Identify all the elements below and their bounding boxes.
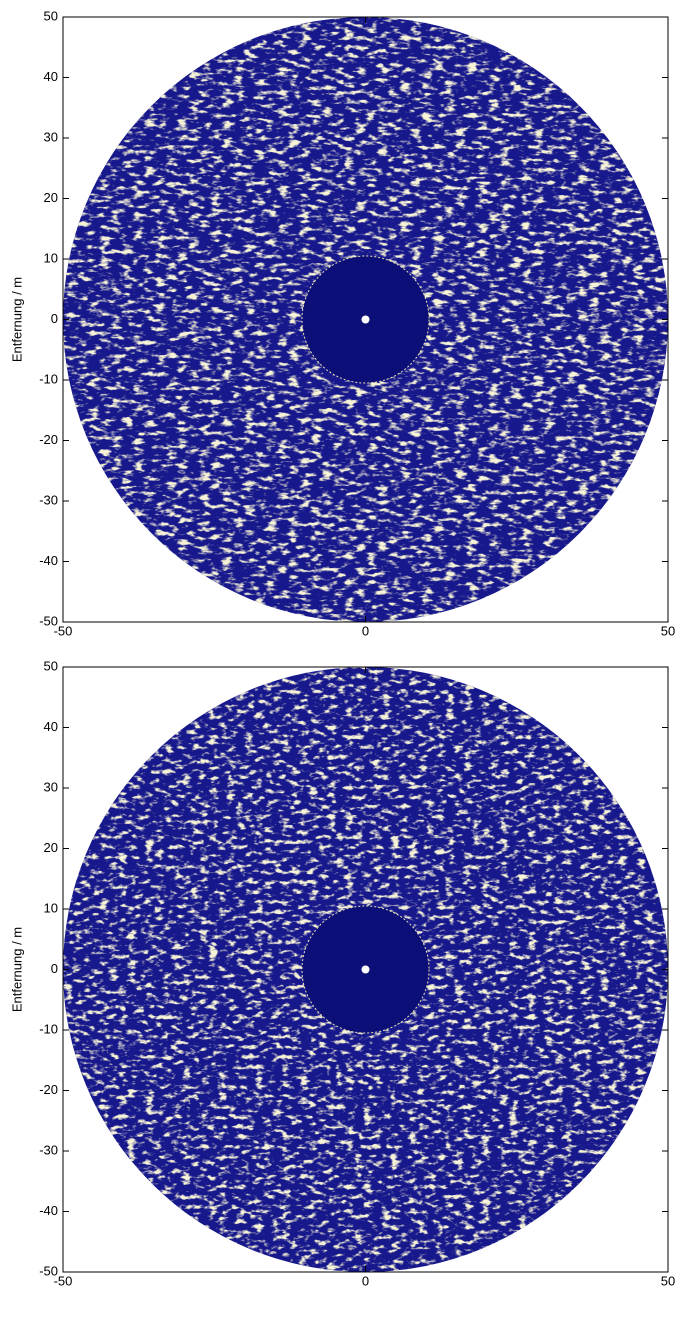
y-tick-label: -20 xyxy=(39,1082,58,1097)
x-tick-label: 0 xyxy=(362,623,369,638)
y-tick-label: -30 xyxy=(39,492,58,507)
x-tick-label: -50 xyxy=(54,623,73,638)
y-tick-label: -10 xyxy=(39,1021,58,1036)
y-tick-label: 50 xyxy=(44,8,58,23)
y-tick-label: 30 xyxy=(44,779,58,794)
y-tick-label: 10 xyxy=(44,250,58,265)
radar-panel: -50 0 50 -50 -40 -30 -20 -10 0 10 20 30 40 50 Entfernu… xyxy=(9,8,675,638)
y-tick-label: 0 xyxy=(51,961,58,976)
y-tick-label: -20 xyxy=(39,432,58,447)
y-tick-label: -40 xyxy=(39,553,58,568)
y-tick-label: 40 xyxy=(44,719,58,734)
y-tick-label: -50 xyxy=(39,613,58,628)
y-tick-label: 20 xyxy=(44,190,58,205)
y-axis-label: Entfernung / m xyxy=(9,277,24,362)
y-tick-label: 20 xyxy=(44,840,58,855)
y-tick-label: 30 xyxy=(44,129,58,144)
x-tick-label: -50 xyxy=(54,1273,73,1288)
center-dot xyxy=(361,965,370,974)
y-axis-label: Entfernung / m xyxy=(9,927,24,1012)
y-tick-label: 0 xyxy=(51,311,58,326)
x-tick-label: 50 xyxy=(661,1273,675,1288)
y-tick-label: -50 xyxy=(39,1263,58,1278)
y-tick-label: -10 xyxy=(39,371,58,386)
center-dot xyxy=(361,315,370,324)
y-tick-label: 10 xyxy=(44,900,58,915)
radar-panel: -50 0 50 -50 -40 -30 -20 -10 0 10 20 30 40 50 Entfernu… xyxy=(9,658,675,1288)
x-tick-label: 50 xyxy=(661,623,675,638)
x-tick-label: 0 xyxy=(362,1273,369,1288)
y-tick-label: 40 xyxy=(44,69,58,84)
y-tick-label: 50 xyxy=(44,658,58,673)
y-tick-label: -30 xyxy=(39,1142,58,1157)
y-tick-label: -40 xyxy=(39,1203,58,1218)
